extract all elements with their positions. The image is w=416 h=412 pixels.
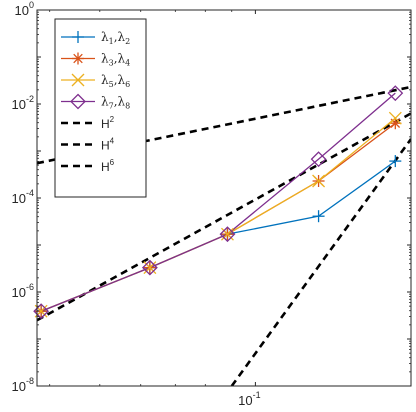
y-tick-label: 100 bbox=[15, 0, 34, 18]
data-point-lambda-5-6 bbox=[388, 111, 402, 125]
y-tick-label: 10-2 bbox=[12, 94, 34, 112]
data-point-lambda-5-6 bbox=[312, 174, 326, 188]
x-tick-label: 10-1 bbox=[238, 390, 260, 408]
data-point-lambda-5-6 bbox=[143, 261, 157, 275]
legend-label-lambda-1-2: λ1,λ2 bbox=[101, 30, 130, 46]
data-point-lambda-7-8 bbox=[310, 151, 327, 168]
data-point-lambda-7-8 bbox=[141, 259, 158, 276]
legend-marker-lambda-7-8 bbox=[70, 93, 86, 110]
legend-label-H6: H6 bbox=[101, 158, 115, 174]
legend-marker-lambda-1-2 bbox=[72, 31, 84, 43]
data-point-lambda-7-8 bbox=[387, 85, 404, 102]
marker-stroke bbox=[143, 261, 157, 275]
marker-stroke bbox=[71, 73, 85, 87]
data-point-lambda-1-2 bbox=[312, 210, 325, 223]
legend-label-H4: H4 bbox=[101, 137, 115, 153]
axis-ticks: 10-8 10-6 10-4 10-2 100 10-1 bbox=[12, 0, 411, 408]
legend-box bbox=[54, 18, 147, 198]
data-point-lambda-5-6 bbox=[221, 227, 234, 241]
marker-stroke bbox=[388, 111, 402, 125]
data-markers bbox=[33, 85, 404, 320]
reference-line-H6 bbox=[230, 138, 411, 386]
y-tick-label: 10-8 bbox=[12, 376, 34, 394]
data-point-lambda-7-8 bbox=[219, 226, 236, 243]
y-tick-label: 10-4 bbox=[12, 188, 34, 206]
legend-label-lambda-7-8: λ7,λ8 bbox=[101, 95, 130, 111]
data-point-lambda-7-8 bbox=[33, 303, 50, 320]
marker-stroke bbox=[221, 227, 234, 241]
marker-stroke bbox=[312, 174, 326, 188]
legend-marker-lambda-5-6 bbox=[71, 73, 85, 87]
legend: λ1,λ2 λ3,λ4 λ5,λ6 λ7,λ8 H2 H4 H6 bbox=[54, 18, 147, 198]
legend-label-lambda-5-6: λ5,λ6 bbox=[101, 73, 130, 89]
legend-marker-lambda-3-4 bbox=[72, 52, 84, 65]
data-point-lambda-1-2 bbox=[389, 155, 402, 168]
marker-stroke bbox=[73, 53, 83, 64]
legend-label-lambda-3-4: λ3,λ4 bbox=[101, 52, 130, 68]
legend-label-H2: H2 bbox=[101, 115, 115, 131]
y-tick-label: 10-6 bbox=[12, 282, 34, 300]
